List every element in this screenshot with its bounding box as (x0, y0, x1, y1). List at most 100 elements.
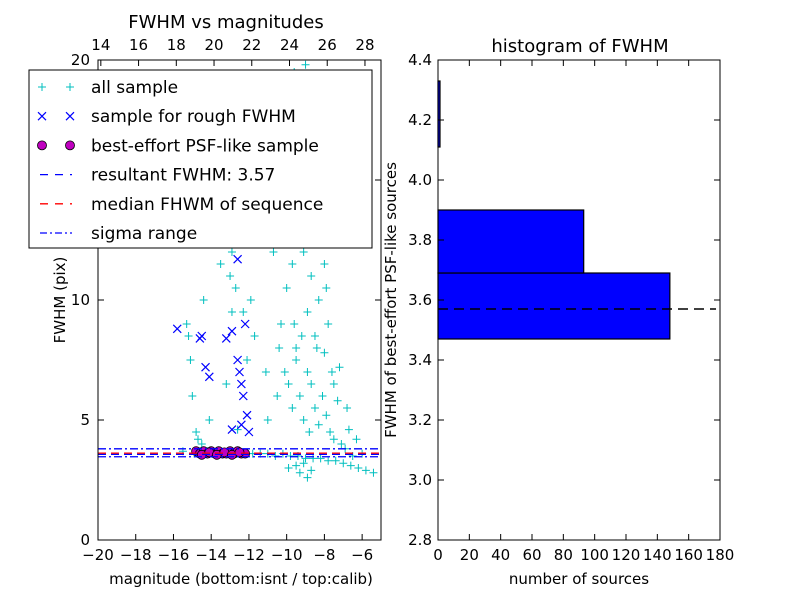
data-point (284, 464, 293, 472)
data-point (242, 410, 252, 420)
data-point (204, 372, 214, 382)
data-point (310, 404, 319, 412)
data-point (280, 368, 289, 376)
scatter-panel: −20 −18 −16 −14 −12 −10 −8 −6 14 16 18 20 22 24 26 28 0 5… (28, 12, 382, 588)
top-tick-label: 14 (91, 36, 110, 54)
data-point (205, 416, 214, 424)
legend-box (28, 69, 373, 249)
x-tick-label: 40 (491, 546, 510, 564)
data-point (320, 260, 329, 268)
data-point (277, 320, 286, 328)
data-point (307, 272, 316, 280)
data-point (222, 380, 231, 388)
top-tick-label: 16 (129, 36, 148, 54)
data-point (327, 368, 336, 376)
data-point (233, 355, 243, 365)
data-point (329, 435, 338, 444)
data-point (227, 308, 236, 316)
data-point (235, 367, 244, 377)
legend-label: all sample (91, 78, 178, 98)
y-tick-label: 3.4 (408, 351, 432, 369)
x-tick-label: 20 (460, 546, 479, 564)
data-point (172, 324, 182, 334)
data-point (316, 454, 325, 463)
data-point (333, 396, 342, 405)
legend-entry: resultant FWHM: 3.57 (40, 166, 275, 186)
legend-label: median FHWM of sequence (91, 195, 323, 215)
data-point (310, 332, 319, 340)
legend-label: best-effort PSF-like sample (91, 136, 319, 156)
data-point (263, 416, 272, 424)
y-tick-label: 2.8 (408, 531, 432, 549)
data-point (292, 356, 301, 364)
histogram-bar (437, 209, 585, 274)
data-point (221, 333, 231, 343)
x-tick-label: −20 (82, 546, 114, 564)
data-point (216, 260, 225, 268)
legend-entry: sample for rough FWHM (37, 107, 296, 127)
data-point (239, 308, 248, 316)
legend-entry: best-effort PSF-like sample (37, 136, 319, 156)
data-point (352, 435, 361, 444)
data-point (346, 461, 355, 470)
x-tick-label: 180 (706, 546, 735, 564)
data-point (299, 459, 308, 468)
top-tick-label: 28 (355, 36, 374, 54)
data-point (238, 391, 248, 401)
x-tick-label: 120 (612, 546, 641, 564)
histogram-ticks: 0 20 40 60 80 100 120 140 160 180 2.8 3.0 3.2 3.4 3.6 3… (408, 51, 734, 564)
data-point (244, 427, 254, 437)
data-point (314, 296, 323, 304)
data-point (269, 248, 278, 256)
top-tick-label: 24 (280, 36, 299, 54)
data-point (335, 363, 344, 372)
histogram-title: histogram of FWHM (491, 36, 668, 57)
data-point (227, 326, 237, 336)
legend-marker (65, 111, 75, 121)
scatter-ticks: −20 −18 −16 −14 −12 −10 −8 −6 14 16 18 20 22 24 26 28 0 5… (71, 36, 381, 564)
x-tick-label: −14 (195, 546, 227, 564)
scatter-xlabel: magnitude (bottom:isnt / top:calib) (109, 570, 373, 588)
data-point (354, 464, 363, 472)
x-tick-label: 100 (580, 546, 609, 564)
histogram-xlabel: number of sources (509, 570, 649, 588)
legend-label: sample for rough FWHM (91, 107, 296, 127)
data-point (309, 454, 318, 463)
y-tick-label: 4.4 (408, 51, 432, 69)
y-tick-label: 0 (80, 531, 90, 549)
data-point (284, 380, 293, 388)
data-point (307, 380, 316, 388)
data-point (186, 356, 195, 364)
y-tick-label: 4.0 (408, 171, 432, 189)
data-point (337, 440, 346, 448)
scatter-title: FWHM vs magnitudes (128, 12, 323, 33)
data-point (227, 248, 236, 256)
top-tick-label: 18 (167, 36, 186, 54)
x-tick-label: −6 (351, 546, 373, 564)
data-point (282, 284, 291, 292)
legend-label: resultant FWHM: 3.57 (91, 166, 275, 186)
reference-lines (98, 448, 381, 458)
y-tick-label: 3.0 (408, 471, 432, 489)
y-tick-label: 3.6 (408, 291, 432, 309)
data-point (303, 308, 312, 316)
data-point (275, 344, 284, 352)
data-point (322, 411, 331, 420)
legend-marker (65, 140, 75, 151)
y-tick-label: 4.2 (408, 111, 432, 129)
legend-label: sigma range (91, 224, 197, 244)
data-point (295, 468, 304, 477)
data-point (343, 404, 352, 412)
data-point (201, 362, 210, 372)
data-point (307, 466, 316, 475)
data-point (324, 456, 333, 465)
histogram-bar (437, 272, 671, 340)
data-point (182, 320, 191, 328)
data-point (227, 425, 237, 435)
data-point (324, 320, 333, 328)
legend-marker (38, 83, 46, 91)
data-point (250, 332, 259, 340)
data-point (295, 392, 304, 400)
y-tick-label: 3.8 (408, 231, 432, 249)
